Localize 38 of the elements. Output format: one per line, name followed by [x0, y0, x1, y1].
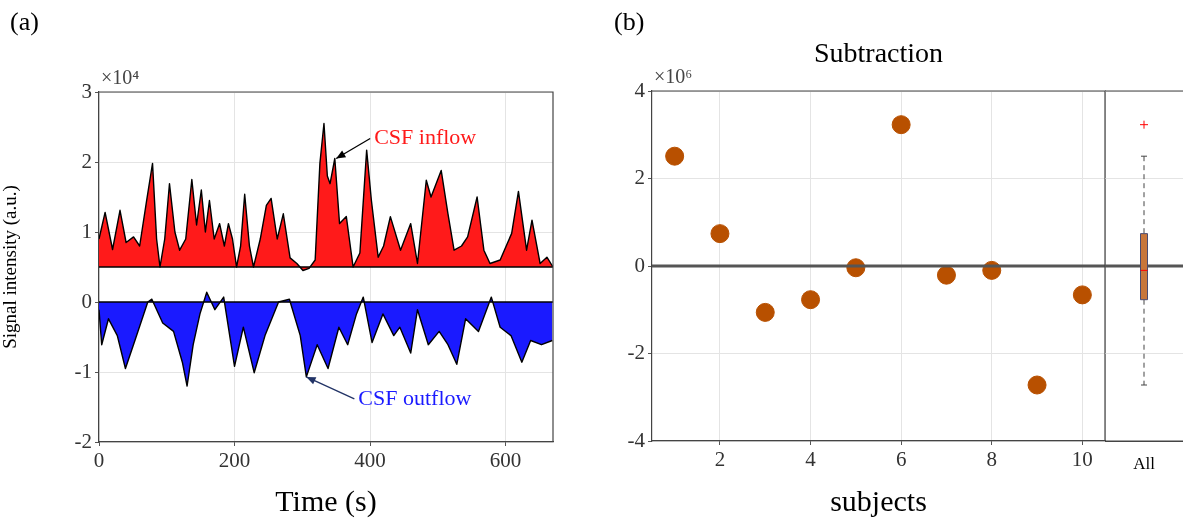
x-axis-title: subjects: [830, 483, 927, 517]
chart-title: Subtraction: [813, 37, 944, 68]
y-tick-label: 2: [634, 165, 645, 190]
point: [1027, 375, 1047, 395]
point: [801, 290, 821, 310]
y-tick-label: -2: [74, 428, 92, 453]
x-tick-label: 4: [805, 447, 817, 472]
y-tick-label: 1: [81, 218, 92, 243]
point: [891, 115, 911, 135]
y-tick-label: 0: [81, 288, 92, 313]
y-tick-label: 2: [81, 148, 92, 173]
text: ×10⁴: [101, 66, 140, 88]
x-tick-label: 600: [489, 448, 522, 473]
y-tick-label: -1: [74, 358, 92, 383]
x-tick-label: 10: [1071, 447, 1093, 472]
text: ×10⁶: [654, 65, 693, 87]
point: [710, 224, 730, 244]
y-tick-label: -4: [627, 427, 646, 452]
point: [665, 146, 685, 166]
annotation: CSF outflow: [358, 384, 472, 410]
x-tick-label: All: [1133, 453, 1156, 473]
annotation: CSF inflow: [374, 124, 477, 150]
x-tick-label: 6: [895, 447, 907, 472]
y-tick-label: -2: [627, 340, 645, 365]
x-tick-label: 8: [986, 447, 997, 472]
point: [755, 302, 775, 322]
text: (a): [10, 7, 39, 36]
y-tick-label: 0: [634, 252, 645, 277]
x-tick-label: 200: [218, 448, 251, 473]
text: (b): [614, 7, 645, 36]
x-tick-label: 2: [714, 447, 726, 472]
y-tick-label: 4: [634, 77, 646, 102]
x-axis-title: Time (s): [275, 483, 377, 518]
x-tick-label: 400: [354, 448, 386, 473]
point: [1072, 285, 1092, 305]
y-tick-label: 3: [81, 78, 92, 103]
y-axis-title: Signal intensity (a.u.): [0, 185, 22, 349]
point: [936, 265, 956, 285]
